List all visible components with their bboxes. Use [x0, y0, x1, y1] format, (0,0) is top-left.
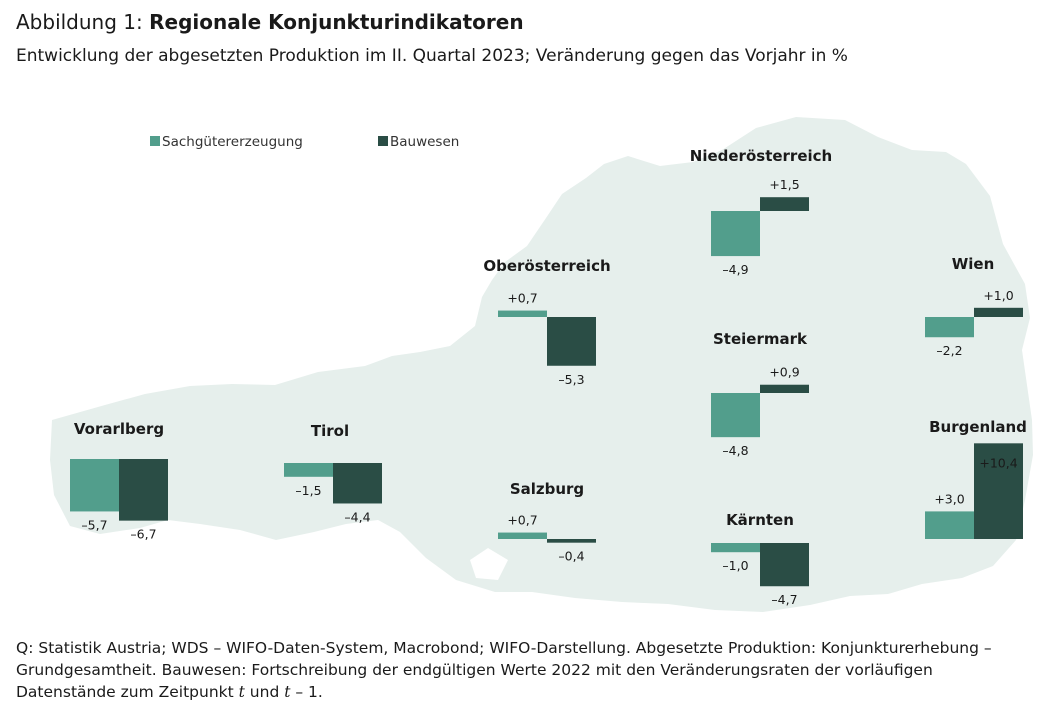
bar-oberoesterreich-sachgueter — [498, 310, 547, 317]
region-label-vorarlberg: Vorarlberg — [74, 420, 164, 438]
region-group-niederoesterreich: Niederösterreich –4,9 +1,5 — [690, 147, 832, 277]
source-t2: t — [284, 683, 291, 701]
value-label-kaernten-bau: –4,7 — [771, 592, 797, 607]
bar-wien-bau — [974, 307, 1023, 317]
value-label-vorarlberg-bau: –6,7 — [130, 527, 156, 542]
legend-swatch-bauwesen — [378, 136, 388, 146]
title-text: Regionale Konjunkturindikatoren — [149, 10, 524, 34]
bar-oberoesterreich-bau — [547, 317, 596, 366]
region-label-oberoesterreich: Oberösterreich — [483, 257, 610, 275]
value-label-salzburg-sachgueter: +0,7 — [507, 513, 537, 528]
value-label-steiermark-bau: +0,9 — [769, 365, 799, 380]
austria-map-shape — [50, 117, 1033, 612]
region-label-salzburg: Salzburg — [510, 480, 584, 498]
source-note: Q: Statistik Austria; WDS – WIFO-Daten-S… — [16, 637, 1021, 703]
value-label-burgenland-bau: +10,4 — [979, 455, 1017, 470]
value-label-wien-sachgueter: –2,2 — [936, 343, 962, 358]
value-label-vorarlberg-sachgueter: –5,7 — [81, 517, 107, 532]
bar-niederoesterreich-bau — [760, 197, 809, 211]
bar-tirol-bau — [333, 463, 382, 504]
source-end: – 1. — [290, 683, 323, 701]
region-group-vorarlberg: Vorarlberg –5,7 –6,7 — [70, 420, 168, 542]
bar-steiermark-sachgueter — [711, 393, 760, 438]
chart-title: Abbildung 1: Regionale Konjunkturindikat… — [16, 10, 524, 34]
legend: Sachgütererzeugung Bauwesen — [150, 134, 459, 150]
bar-steiermark-bau — [760, 384, 809, 393]
source-t1: t — [238, 683, 245, 701]
chart-subtitle: Entwicklung der abgesetzten Produktion i… — [16, 46, 848, 66]
region-group-tirol: Tirol –1,5 –4,4 — [284, 422, 382, 524]
region-label-niederoesterreich: Niederösterreich — [690, 147, 832, 165]
region-label-burgenland: Burgenland — [929, 418, 1027, 436]
source-text: Q: Statistik Austria; WDS – WIFO-Daten-S… — [16, 639, 992, 701]
value-label-niederoesterreich-sachgueter: –4,9 — [722, 262, 748, 277]
bar-burgenland-sachgueter — [925, 511, 974, 539]
region-group-burgenland: Burgenland +3,0 +10,4 — [925, 418, 1027, 539]
value-label-tirol-sachgueter: –1,5 — [295, 483, 321, 498]
bar-salzburg-bau — [547, 539, 596, 543]
legend-swatch-sachguetererzeugung — [150, 136, 160, 146]
region-label-tirol: Tirol — [311, 422, 349, 440]
value-label-wien-bau: +1,0 — [983, 288, 1013, 303]
bar-salzburg-sachgueter — [498, 532, 547, 539]
value-label-steiermark-sachgueter: –4,8 — [722, 443, 748, 458]
bar-wien-sachgueter — [925, 317, 974, 338]
region-group-wien: Wien –2,2 +1,0 — [925, 255, 1023, 358]
source-mid: und — [244, 683, 285, 701]
value-label-salzburg-bau: –0,4 — [558, 549, 584, 564]
bars-layer: Vorarlberg –5,7 –6,7 Tirol –1,5 –4,4 Oberöster… — [70, 147, 1027, 607]
region-label-steiermark: Steiermark — [713, 330, 808, 348]
value-label-oberoesterreich-bau: –5,3 — [558, 372, 584, 387]
bar-kaernten-sachgueter — [711, 543, 760, 553]
bar-niederoesterreich-sachgueter — [711, 211, 760, 257]
region-group-salzburg: Salzburg +0,7 –0,4 — [498, 480, 596, 564]
value-label-niederoesterreich-bau: +1,5 — [769, 177, 799, 192]
title-prefix: Abbildung 1: — [16, 10, 150, 34]
region-label-kaernten: Kärnten — [726, 511, 794, 529]
region-label-wien: Wien — [952, 255, 995, 273]
value-label-kaernten-sachgueter: –1,0 — [722, 558, 748, 573]
bar-vorarlberg-bau — [119, 459, 168, 521]
value-label-burgenland-sachgueter: +3,0 — [934, 491, 964, 506]
legend-label-bauwesen: Bauwesen — [390, 134, 459, 150]
bar-tirol-sachgueter — [284, 463, 333, 477]
legend-label-sachguetererzeugung: Sachgütererzeugung — [162, 134, 303, 150]
region-group-kaernten: Kärnten –1,0 –4,7 — [711, 511, 809, 607]
bar-vorarlberg-sachgueter — [70, 459, 119, 512]
region-group-steiermark: Steiermark –4,8 +0,9 — [711, 330, 809, 458]
value-label-oberoesterreich-sachgueter: +0,7 — [507, 291, 537, 306]
bar-burgenland-bau — [974, 443, 1023, 539]
region-group-oberoesterreich: Oberösterreich +0,7 –5,3 — [483, 257, 610, 387]
bar-kaernten-bau — [760, 543, 809, 587]
map-notch — [470, 548, 508, 580]
value-label-tirol-bau: –4,4 — [344, 509, 370, 524]
